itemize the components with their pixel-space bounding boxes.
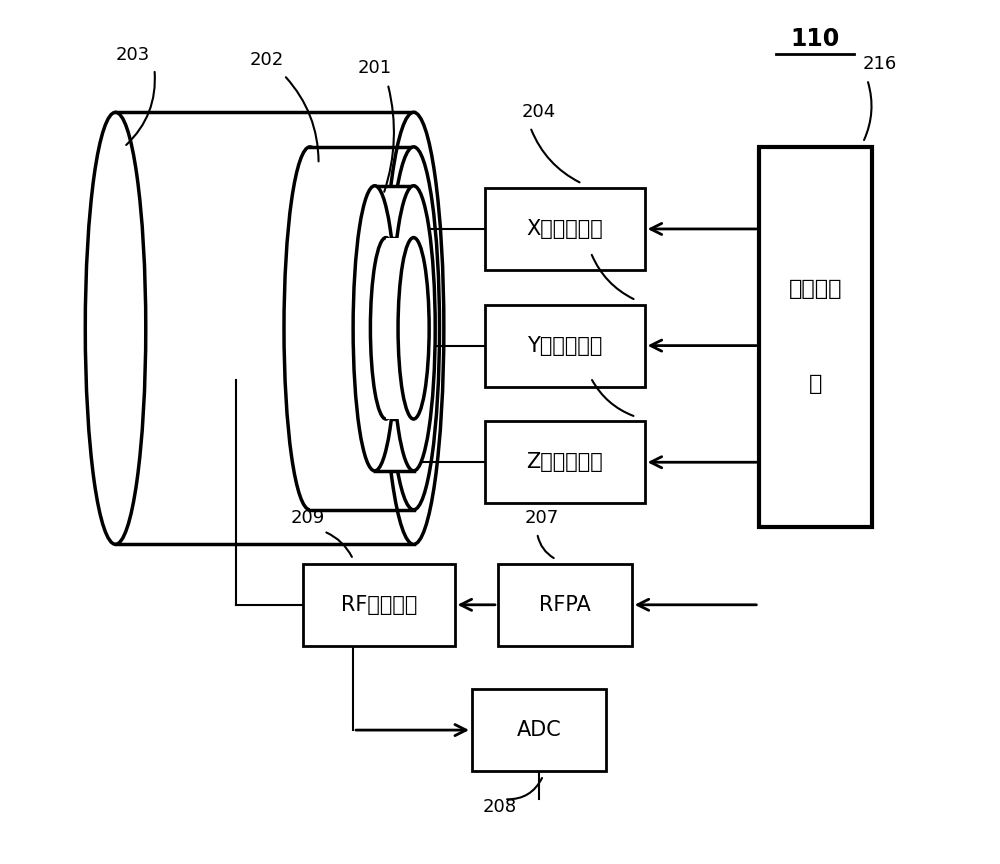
Text: ADC: ADC	[517, 720, 561, 740]
Text: 208: 208	[483, 798, 517, 816]
Bar	[303, 564, 455, 646]
Text: 205: 205	[586, 228, 621, 246]
FancyArrowPatch shape	[592, 255, 634, 299]
Bar	[386, 238, 414, 419]
Text: 204: 204	[522, 103, 556, 121]
FancyArrowPatch shape	[538, 536, 554, 558]
Ellipse shape	[370, 238, 402, 419]
Bar	[498, 564, 632, 646]
FancyArrowPatch shape	[384, 86, 394, 192]
Text: 207: 207	[524, 509, 559, 527]
Bar	[485, 304, 645, 387]
Ellipse shape	[85, 112, 146, 544]
Text: RF电子器件: RF电子器件	[341, 594, 417, 615]
FancyArrowPatch shape	[864, 82, 872, 140]
FancyArrowPatch shape	[126, 72, 155, 145]
FancyArrowPatch shape	[507, 778, 542, 799]
Bar	[375, 186, 414, 471]
Bar	[485, 188, 645, 270]
Text: 110: 110	[791, 27, 840, 51]
Text: 器: 器	[809, 374, 822, 395]
Text: X梯度放大器: X梯度放大器	[526, 219, 603, 239]
Ellipse shape	[383, 112, 444, 544]
FancyArrowPatch shape	[592, 380, 633, 416]
Bar	[310, 147, 414, 510]
FancyArrowPatch shape	[326, 532, 352, 557]
Ellipse shape	[392, 186, 435, 471]
Bar	[116, 112, 414, 544]
Text: 216: 216	[863, 55, 897, 73]
Text: 202: 202	[250, 51, 284, 69]
Text: RFPA: RFPA	[539, 594, 591, 615]
Ellipse shape	[353, 186, 396, 471]
FancyArrowPatch shape	[286, 77, 319, 162]
Ellipse shape	[398, 238, 429, 419]
Text: 209: 209	[291, 509, 325, 527]
Ellipse shape	[284, 147, 336, 510]
Bar	[472, 689, 606, 772]
Ellipse shape	[388, 147, 440, 510]
Text: 206: 206	[586, 353, 621, 372]
Text: 203: 203	[116, 47, 150, 65]
Text: 波形发生: 波形发生	[789, 279, 842, 300]
Text: Z梯度放大器: Z梯度放大器	[526, 452, 603, 473]
Text: 201: 201	[358, 60, 392, 78]
Bar	[485, 421, 645, 503]
Bar	[759, 147, 872, 527]
FancyArrowPatch shape	[531, 130, 580, 182]
Text: Y梯度放大器: Y梯度放大器	[527, 335, 602, 356]
